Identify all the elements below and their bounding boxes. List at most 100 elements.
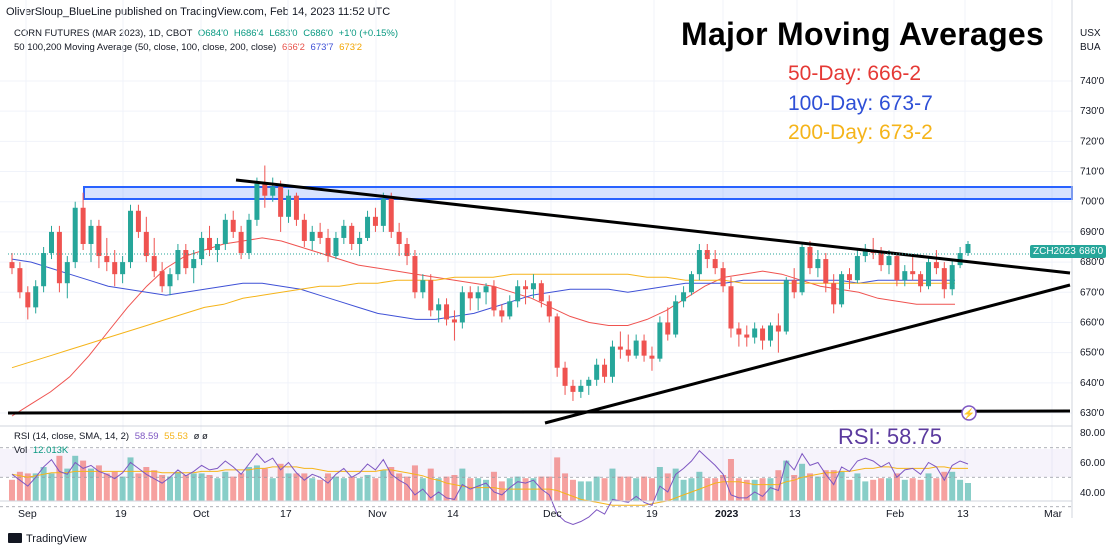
ma200-value: 673'2 bbox=[339, 42, 363, 53]
volume-bar bbox=[127, 457, 134, 501]
candle-body bbox=[420, 280, 426, 293]
volume-bar bbox=[404, 476, 411, 501]
volume-bar bbox=[9, 479, 15, 501]
date-label: Dec bbox=[543, 508, 562, 520]
volume-bar bbox=[569, 479, 576, 501]
volume-legend: Vol 12.013K bbox=[14, 445, 68, 456]
volume-bar bbox=[451, 475, 458, 501]
volume-bar bbox=[925, 473, 932, 501]
candle-body bbox=[246, 219, 252, 254]
volume-bar bbox=[32, 473, 39, 501]
candle-body bbox=[238, 231, 244, 254]
volume-bar bbox=[704, 478, 711, 501]
moving-average-lines bbox=[11, 237, 955, 417]
volume-bar bbox=[372, 478, 379, 501]
alert-icon[interactable] bbox=[961, 405, 977, 421]
volume-bar bbox=[641, 476, 648, 501]
date-axis-labels: Sep 19 Oct 17 Nov 14 Dec 19 2023 13 Feb 13 Mar bbox=[18, 508, 1063, 520]
volume-bar bbox=[111, 471, 118, 501]
candle-body bbox=[388, 198, 394, 232]
volume-bar bbox=[806, 473, 813, 501]
candle-body bbox=[546, 301, 552, 317]
candle-body bbox=[673, 301, 679, 335]
candle-body bbox=[744, 334, 750, 338]
descending-trendline bbox=[235, 178, 1071, 275]
volume-bar bbox=[814, 476, 821, 501]
candle-body bbox=[515, 286, 521, 302]
candle-body bbox=[775, 325, 781, 332]
volume-bar bbox=[933, 478, 940, 501]
volume-bar bbox=[656, 467, 663, 501]
candle-body bbox=[309, 231, 315, 241]
rsi-legend: RSI (14, close, SMA, 14, 2) 58.59 55.53 … bbox=[14, 431, 208, 442]
volume-bar bbox=[143, 467, 150, 501]
volume-bar bbox=[775, 470, 782, 501]
tradingview-logo-icon bbox=[8, 533, 22, 543]
volume-bar bbox=[80, 460, 87, 501]
volume-bar bbox=[751, 479, 758, 501]
candle-body bbox=[736, 328, 742, 335]
footer-brand[interactable]: TradingView bbox=[8, 533, 87, 545]
candle-body bbox=[854, 256, 860, 281]
volume-bar bbox=[64, 468, 71, 501]
candle-body bbox=[214, 243, 220, 251]
rsi-lines bbox=[0, 447, 1072, 526]
ascending-trendline bbox=[544, 283, 1071, 425]
candle-body bbox=[222, 219, 228, 244]
candle-body bbox=[459, 292, 465, 323]
date-label: 19 bbox=[115, 508, 127, 520]
date-label: 19 bbox=[646, 508, 658, 520]
volume-bar bbox=[325, 473, 332, 501]
volume-bar bbox=[174, 471, 181, 501]
date-label: Oct bbox=[193, 508, 209, 520]
ohlc-change: +1'0 (+0.15%) bbox=[338, 28, 399, 39]
volume-bar bbox=[356, 478, 363, 501]
volume-bar bbox=[443, 476, 450, 501]
candle-body bbox=[349, 225, 355, 244]
candle-body bbox=[523, 286, 529, 290]
candle-body bbox=[499, 310, 505, 317]
candle-body bbox=[404, 243, 410, 257]
candle-body bbox=[570, 385, 576, 392]
volume-bar bbox=[664, 473, 671, 501]
candle-body bbox=[554, 316, 560, 368]
candle-body bbox=[823, 259, 829, 284]
volume-bar bbox=[577, 481, 584, 501]
candle-body bbox=[783, 280, 789, 332]
price-tick: 710'0 bbox=[1080, 167, 1105, 178]
volume-bar bbox=[269, 478, 276, 501]
rsi-annotation: RSI: 58.75 bbox=[838, 424, 942, 449]
candle-body bbox=[681, 292, 687, 302]
date-label: Feb bbox=[886, 508, 904, 520]
volume-bar bbox=[364, 475, 371, 501]
volume-bar bbox=[878, 478, 885, 501]
candle-body bbox=[317, 231, 323, 238]
symbol-price-tag: ZCH2023 bbox=[1030, 245, 1079, 258]
volume-bar bbox=[16, 471, 23, 501]
candle-body bbox=[444, 304, 450, 320]
volume-bar bbox=[846, 479, 853, 501]
volume-bar bbox=[332, 476, 339, 501]
volume-bar bbox=[198, 473, 205, 501]
volume-bar bbox=[277, 463, 284, 501]
volume-bar bbox=[95, 465, 102, 501]
ma-legend: 50,100,200 Moving Average (50, close, 10… bbox=[14, 42, 362, 53]
candle-body bbox=[64, 262, 70, 284]
candle-body bbox=[617, 346, 623, 350]
volume-bar bbox=[214, 478, 221, 501]
volume-bar bbox=[24, 473, 31, 501]
ohlc-low: L683'0 bbox=[269, 28, 298, 39]
candle-body bbox=[286, 195, 292, 217]
candle-body bbox=[88, 225, 94, 244]
candle-body bbox=[602, 364, 608, 377]
candle-body bbox=[910, 271, 916, 275]
price-axis-ticks: 740'0 730'0 720'0 710'0 700'0 690'0 680'0 670'0… bbox=[1080, 76, 1105, 419]
candle-body bbox=[9, 262, 15, 269]
candle-body bbox=[894, 256, 900, 281]
candle-body bbox=[365, 216, 371, 238]
volume-bar bbox=[230, 476, 237, 501]
support-line bbox=[7, 409, 1071, 415]
volume-bar bbox=[791, 475, 798, 501]
candle-body bbox=[799, 247, 805, 293]
